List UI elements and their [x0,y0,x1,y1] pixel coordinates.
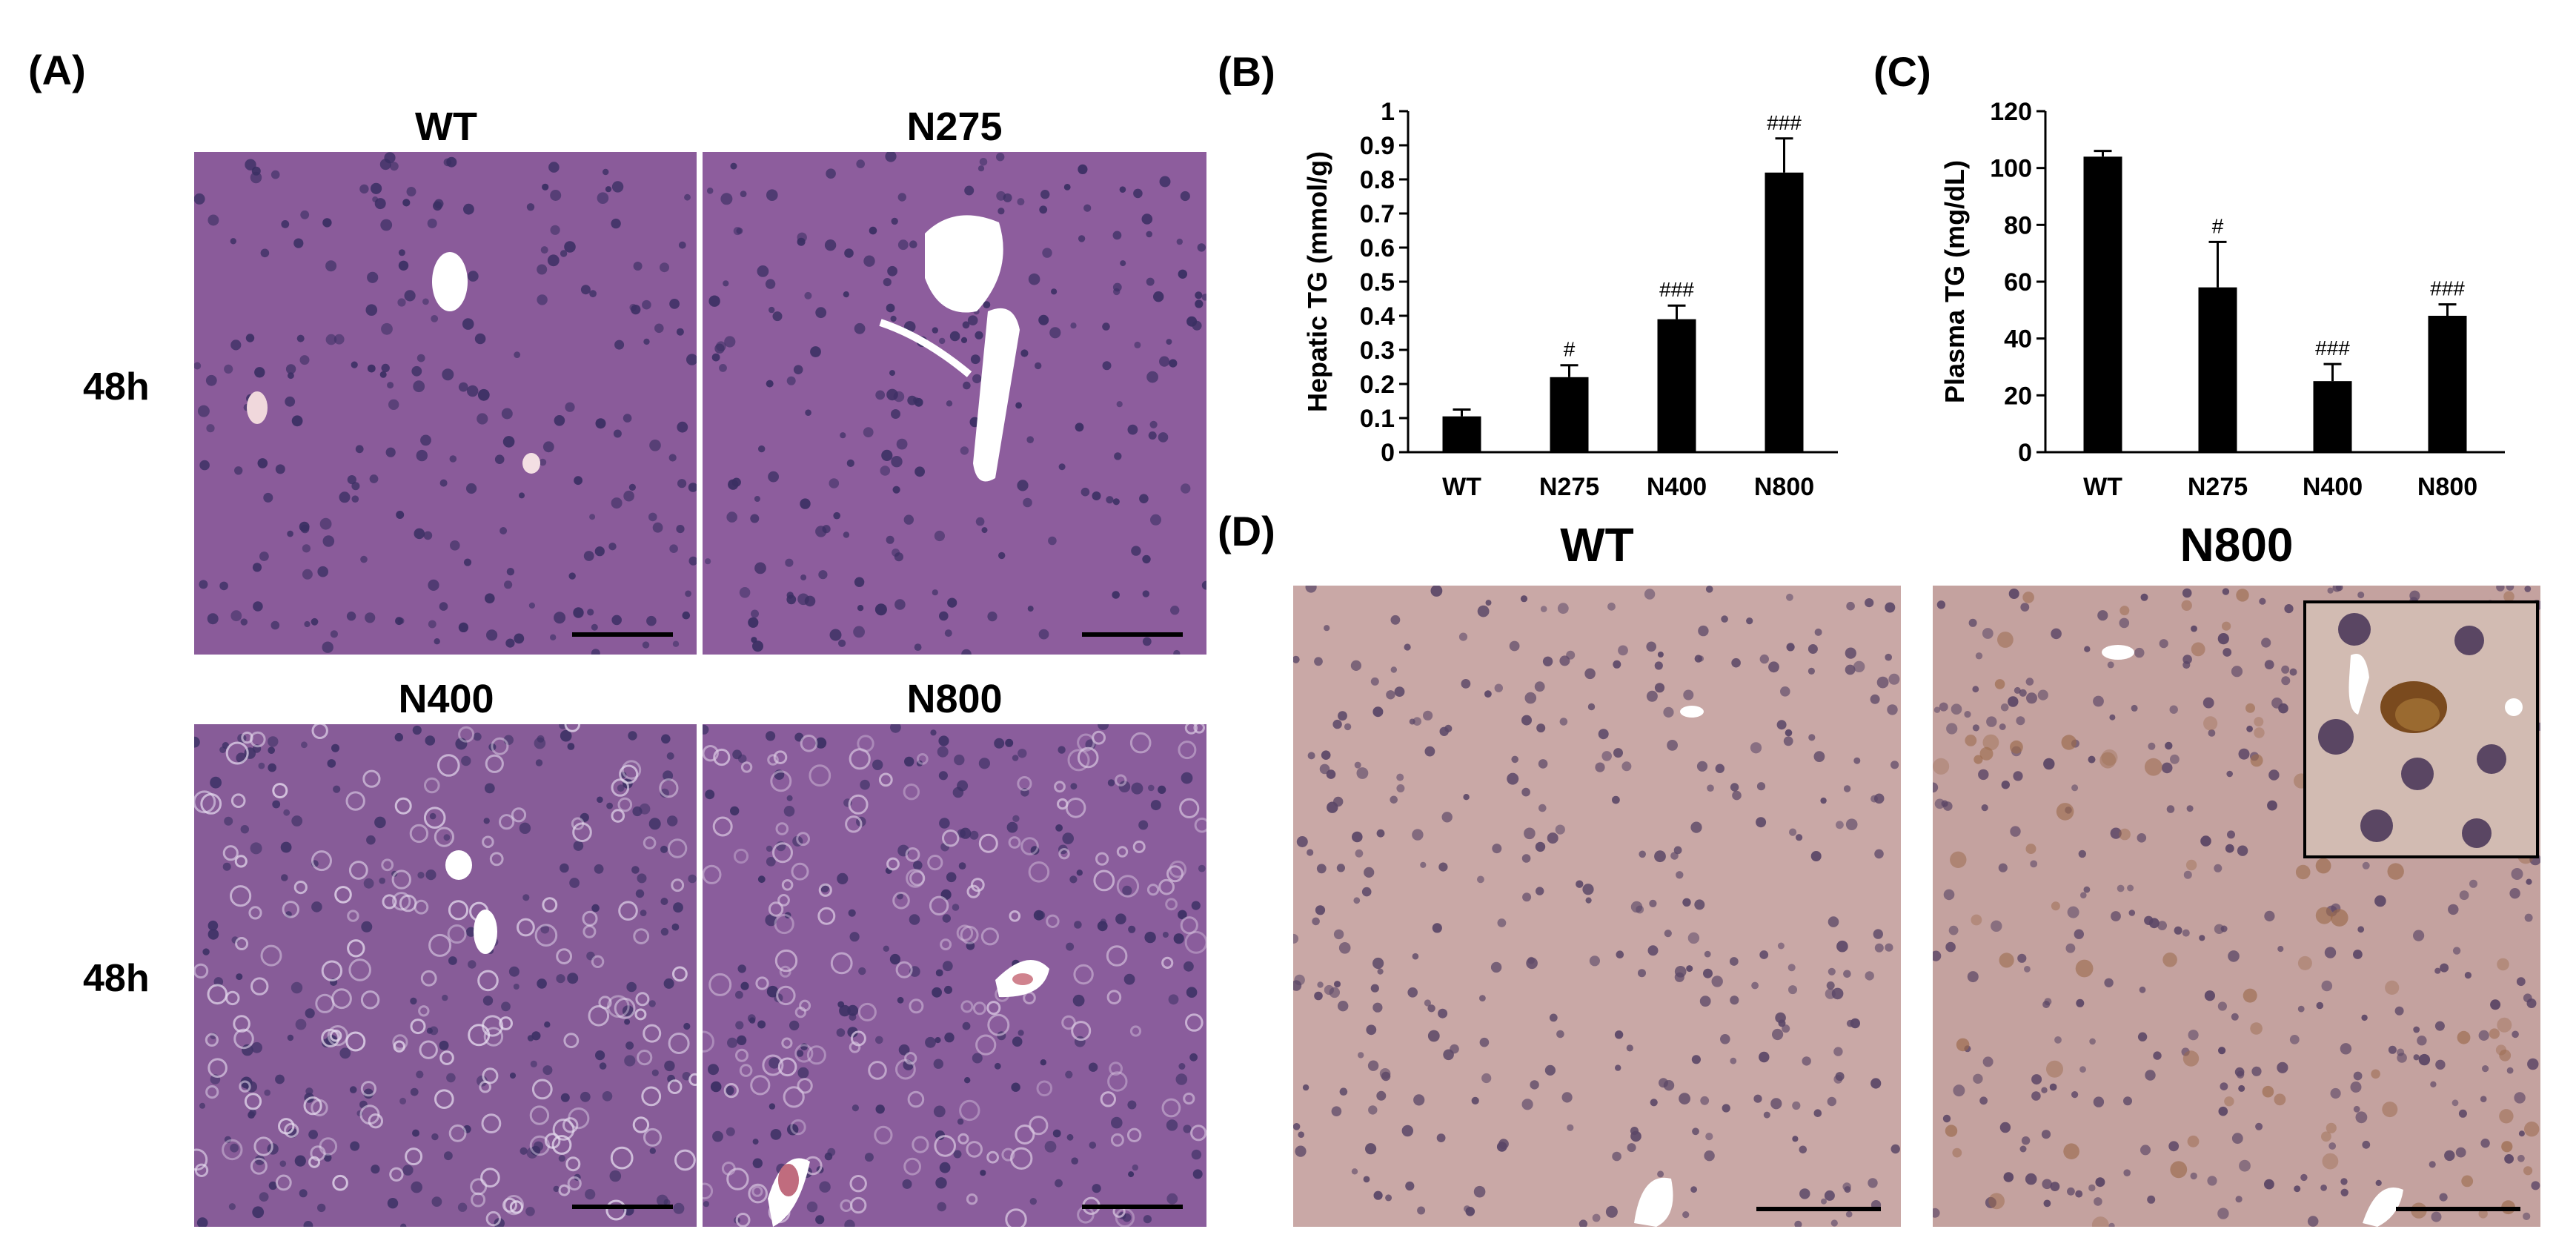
vessel-shape [1680,706,1704,718]
panel-a-title-wt: WT [415,105,477,149]
vessel-shape [445,850,472,880]
panel-d-title-n800: N800 [2180,518,2294,572]
bar [2083,156,2122,452]
category-label: N400 [1647,473,1707,501]
micrograph-texture [194,724,697,1227]
chart-hepatic-tg: 0 0.1 0.2 0.3 0.4 0.5 0.6 0.7 0.8 0.9 1 Hepatic TG … [1215,74,1853,534]
row-label-48h-top: 48h [83,365,150,408]
scale-bar [572,1205,673,1209]
category-label: WT [1442,473,1481,501]
y-tick-label: 0.4 [1360,302,1395,331]
y-tick-label: 0 [1381,439,1395,467]
category-label: N275 [2188,473,2248,501]
panel-d-label: (D) [1218,508,1275,554]
vessel-shape [1012,973,1033,985]
y-tick-label: 1 [1381,98,1395,126]
y-tick-label: 100 [1990,155,2032,183]
micrograph-texture [1293,586,1901,1227]
micrograph-texture [703,152,1206,655]
y-axis-label: Plasma TG (mg/dL) [1939,160,1970,403]
panel-d-title-wt: WT [1560,518,1634,572]
scale-bar [1756,1207,1881,1211]
panel-b-label: (B) [1218,48,1275,95]
y-tick-label: 0.9 [1360,132,1395,160]
panel-a-title-n275: N275 [906,105,1003,149]
vessel-shape [879,319,972,377]
y-tick-label: 40 [2004,325,2032,354]
y-tick-label: 0.8 [1360,166,1395,194]
significance-mark: ### [2430,277,2465,300]
significance-mark: ### [1767,111,1802,134]
vessel-shape [474,910,497,954]
panel-a-title-n400: N400 [398,677,494,721]
chart-b-svg: 0 0.1 0.2 0.3 0.4 0.5 0.6 0.7 0.8 0.9 1 Hepatic TG … [1302,98,1838,501]
panel-a-label: (A) [28,47,86,93]
inset-zoom [2303,600,2539,858]
y-tick-label: 0.3 [1360,337,1395,365]
y-tick-label: 0.6 [1360,234,1395,262]
y-tick-label: 20 [2004,382,2032,410]
y-tick-label: 0.1 [1360,405,1395,433]
bar [1765,172,1804,453]
micrograph-wt-he [194,152,697,655]
inset-texture [2306,603,2536,855]
bar [2198,287,2237,452]
vessel-shape [925,215,1003,313]
y-tick-label: 0.7 [1360,200,1395,228]
vessel-shape [2363,1188,2403,1227]
category-label: N800 [2417,473,2477,501]
y-tick-label: 0 [2018,439,2032,467]
y-axis-label: Hepatic TG (mmol/g) [1302,151,1332,412]
micrograph-n800-he [703,724,1206,1227]
significance-mark: ### [2315,337,2350,360]
micrograph-n400-he [194,724,697,1227]
chart-plasma-tg: 0 20 40 60 80 100 120 Plasma TG (mg/dL) WT # N275 #… [1871,74,2538,534]
category-label: N800 [1754,473,1814,501]
bar [1657,319,1696,452]
bar [2313,381,2352,452]
vessel-shape [247,391,268,424]
chart-c-svg: 0 20 40 60 80 100 120 Plasma TG (mg/dL) WT # N275 #… [1939,98,2505,501]
scale-bar [1082,1205,1183,1209]
vessel-shape [522,453,540,474]
significance-mark: # [1564,338,1576,361]
scale-bar [2396,1207,2520,1211]
vessel-shape [432,252,468,311]
micrograph-texture [703,724,1206,1227]
vessel-shape [973,308,1020,482]
significance-mark: # [2212,214,2224,237]
bar [2428,316,2467,452]
bar [1550,377,1589,452]
bar [1442,416,1481,452]
vessel-shape [778,1164,799,1196]
vessel-shape [1634,1177,1673,1227]
panel-c-label: (C) [1873,48,1931,95]
micrograph-texture [194,152,697,655]
y-tick-label: 120 [1990,98,2032,126]
category-label: N400 [2303,473,2363,501]
row-label-48h-bottom: 48h [83,957,150,1000]
y-tick-label: 80 [2004,211,2032,239]
y-tick-label: 0.2 [1360,371,1395,399]
scale-bar [1082,632,1183,637]
micrograph-n800-stain [1933,586,2540,1227]
y-tick-label: 60 [2004,268,2032,297]
micrograph-wt-stain [1293,586,1901,1227]
significance-mark: ### [1659,278,1694,301]
micrograph-n275-he [703,152,1206,655]
category-label: WT [2083,473,2122,501]
category-label: N275 [1539,473,1599,501]
scale-bar [572,632,673,637]
vessel-shape [2102,645,2134,660]
y-tick-label: 0.5 [1360,268,1395,297]
panel-a-title-n800: N800 [906,677,1003,721]
